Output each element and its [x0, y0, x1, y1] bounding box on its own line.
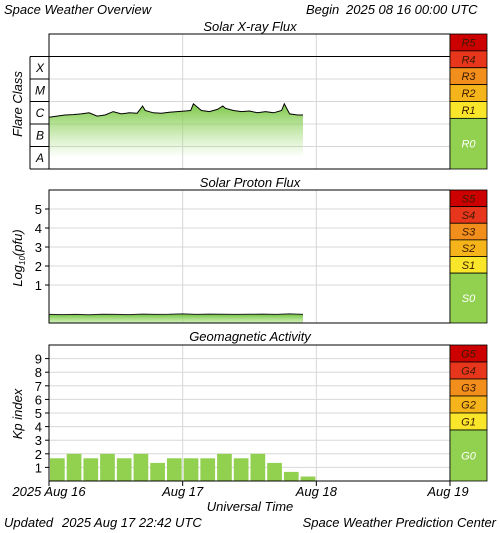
scale-label-r4: R4	[461, 54, 475, 66]
scale-label-r3: R3	[461, 71, 476, 83]
geomag-ytick-label: 6	[35, 392, 42, 407]
geomag-ytick-label: 5	[35, 406, 42, 421]
kp-bar	[50, 458, 65, 481]
kp-bar	[200, 458, 216, 481]
proton-flux-area	[49, 313, 303, 323]
geomag-ytick-label: 9	[35, 352, 42, 367]
kp-bar	[100, 453, 115, 481]
scale-label-s1: S1	[462, 260, 475, 272]
scale-label-g0: G0	[461, 451, 477, 463]
kp-bar	[300, 476, 316, 481]
x-tick-label: 2025 Aug 16	[11, 484, 86, 499]
geomag-panel-title: Geomagnetic Activity	[189, 329, 312, 344]
scale-label-g4: G4	[461, 366, 476, 378]
xray-class-label: A	[35, 151, 44, 165]
proton-ytick-label: 5	[35, 202, 42, 217]
scale-label-r1: R1	[461, 105, 475, 117]
xray-flux-line	[48, 102, 303, 118]
proton-ytick-label: 2	[35, 259, 42, 274]
scale-label-s0: S0	[462, 293, 476, 305]
kp-bar	[283, 471, 299, 481]
xray-panel-title: Solar X-ray Flux	[203, 19, 297, 34]
geomag-ytick-label: 1	[35, 460, 42, 475]
scale-label-s3: S3	[462, 227, 476, 239]
geomag-ylabel: Kp index	[10, 388, 25, 439]
xray-class-label: C	[36, 106, 45, 120]
scale-label-g5: G5	[461, 349, 477, 361]
scale-level-g0	[449, 429, 488, 482]
kp-bar	[116, 458, 132, 481]
scale-level-r0	[449, 117, 488, 170]
proton-ytick-label: 4	[35, 221, 42, 236]
footer-updated-time: 2025 Aug 17 22:42 UTC	[61, 515, 202, 530]
scale-label-s4: S4	[462, 210, 475, 222]
scale-label-s5: S5	[462, 193, 476, 205]
x-tick-label: Aug 18	[295, 484, 338, 499]
geomag-ytick-label: 7	[35, 379, 42, 394]
xray-class-label: M	[35, 83, 45, 97]
proton-ytick-label: 1	[35, 278, 42, 293]
xray-class-label: X	[35, 61, 45, 75]
footer-center: Space Weather Prediction Center	[303, 515, 497, 530]
footer-updated-label: Updated	[4, 515, 54, 530]
scale-level-s0	[449, 272, 488, 324]
geomag-ytick-label: 3	[35, 433, 42, 448]
header-title: Space Weather Overview	[4, 2, 153, 17]
kp-bar	[183, 458, 199, 481]
header-begin-time: 2025 08 16 00:00 UTC	[345, 2, 478, 17]
scale-label-s2: S2	[462, 243, 475, 255]
xray-class-label: B	[36, 128, 44, 142]
proton-flux-line	[48, 313, 304, 316]
kp-bar	[267, 462, 282, 481]
kp-bar	[250, 453, 266, 481]
x-axis-label: Universal Time	[207, 499, 294, 514]
proton-panel-title: Solar Proton Flux	[200, 175, 301, 190]
proton-ytick-label: 3	[35, 240, 42, 255]
kp-bar	[66, 453, 82, 481]
scale-label-g3: G3	[461, 383, 477, 395]
scale-label-r5: R5	[461, 37, 476, 49]
geomag-ytick-label: 4	[35, 420, 42, 435]
kp-bar	[150, 462, 165, 481]
scale-label-g2: G2	[461, 400, 476, 412]
geomag-ytick-label: 2	[35, 447, 42, 462]
proton-ylabel: Log10(pfu)	[10, 229, 27, 286]
header-begin-label: Begin	[306, 2, 339, 17]
scale-label-g1: G1	[461, 417, 476, 429]
x-tick-label: Aug 19	[426, 484, 468, 499]
kp-bar	[166, 458, 182, 481]
x-axis: 2025 Aug 16 Aug 17 Aug 18 Aug 19	[11, 481, 469, 499]
kp-bar	[133, 453, 149, 481]
proton-panel: 1 2 3 4 5 S5 S4 S3 S2 S1 S0	[35, 189, 488, 324]
x-tick-label: Aug 17	[161, 484, 204, 499]
geomag-ytick-label: 8	[35, 365, 42, 380]
scale-label-r2: R2	[461, 88, 475, 100]
kp-bar	[217, 453, 232, 481]
xray-flux-area	[49, 103, 303, 158]
xray-ylabel: Flare Class	[10, 71, 25, 137]
kp-bar	[233, 458, 249, 481]
kp-bar	[83, 458, 99, 481]
scale-label-r0: R0	[461, 139, 476, 151]
